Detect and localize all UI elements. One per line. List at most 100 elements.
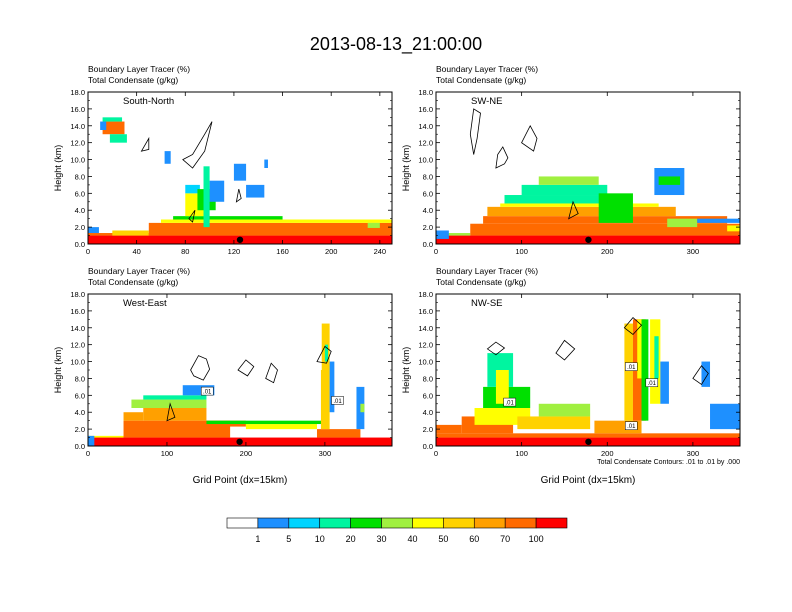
- x-tick-label: 300: [687, 247, 700, 256]
- x-tick-label: 200: [325, 247, 338, 256]
- tracer-cell: [474, 408, 531, 425]
- y-tick-label: 14.0: [418, 122, 433, 131]
- tracer-cell: [88, 435, 95, 446]
- y-tick-label: 0.0: [423, 442, 433, 451]
- tracer-cell: [500, 203, 659, 207]
- colorbar-swatch: [504, 517, 537, 529]
- colorbar-label: 60: [469, 534, 479, 544]
- tracer-cell: [360, 403, 365, 413]
- x-tick-label: 0: [86, 449, 90, 458]
- y-tick-label: 0.0: [423, 240, 433, 249]
- condensate-contour: [469, 108, 481, 155]
- tracer-cell: [667, 218, 698, 228]
- tracer-cell: [324, 344, 329, 362]
- contour-label-box: [624, 362, 638, 371]
- y-tick-label: 16.0: [418, 105, 433, 114]
- y-tick-label: 0.0: [75, 442, 85, 451]
- x-tick-label: 200: [240, 449, 253, 458]
- condensate-contour: [188, 209, 196, 223]
- condensate-contour: [555, 339, 576, 361]
- panel-header-line: Total Condensate (g/kg): [436, 75, 526, 85]
- contour-label-box: [503, 397, 516, 407]
- y-tick-label: 4.0: [75, 206, 85, 215]
- tracer-cell: [102, 121, 125, 135]
- y-tick-label: 14.0: [418, 324, 433, 333]
- x-tick-label: 240: [374, 247, 387, 256]
- colorbar-swatch: [412, 517, 444, 529]
- panel-header-line: Boundary Layer Tracer (%): [88, 266, 190, 276]
- panel-header-line: Boundary Layer Tracer (%): [88, 64, 190, 74]
- condensate-contour: [486, 341, 506, 356]
- colorbar-swatch: [381, 517, 413, 529]
- colorbar-label: 30: [377, 534, 387, 544]
- plot-area: [88, 117, 392, 244]
- tracer-cell: [637, 319, 645, 379]
- colorbar-label: 40: [407, 534, 417, 544]
- tracer-cell: [316, 429, 361, 438]
- y-axis-label: Height (km): [401, 145, 411, 192]
- contour-label-box: [645, 378, 659, 387]
- tracer-cell: [203, 166, 210, 228]
- y-tick-label: 6.0: [75, 391, 85, 400]
- colorbar-swatch: [319, 517, 351, 529]
- contour-label: .01: [333, 399, 342, 405]
- y-tick-label: 12.0: [418, 341, 433, 350]
- colorbar-swatch: [443, 517, 475, 529]
- tracer-cell: [182, 385, 215, 396]
- tracer-cell: [495, 370, 509, 404]
- y-tick-label: 12.0: [418, 139, 433, 148]
- tracer-cell: [598, 193, 633, 223]
- condensate-contour: [182, 121, 213, 169]
- tracer-cell: [102, 117, 123, 122]
- tracer-cell: [246, 184, 265, 198]
- tracer-cell: [209, 180, 225, 202]
- tracer-cell: [123, 420, 231, 438]
- y-tick-label: 8.0: [75, 374, 85, 383]
- tracer-cell: [504, 195, 625, 204]
- tracer-cell: [624, 323, 633, 421]
- tracer-cell: [727, 225, 740, 232]
- colorbar-swatch: [473, 517, 506, 529]
- x-tick-label: 0: [434, 449, 438, 458]
- tracer-cell: [148, 222, 392, 236]
- colorbar-label: 50: [438, 534, 448, 544]
- contour-label-box: [331, 396, 344, 405]
- panel-label: SW-NE: [471, 96, 503, 107]
- y-tick-label: 12.0: [70, 139, 85, 148]
- tracer-cell: [654, 336, 659, 379]
- location-marker: [585, 236, 592, 243]
- colorbar-swatch: [535, 517, 568, 529]
- tracer-cell: [521, 184, 608, 196]
- figure-title: 2013-08-13_21:00:00: [310, 34, 482, 55]
- colorbar-label: 10: [315, 534, 325, 544]
- plot-area: .01 .01 .01 .01: [436, 317, 740, 446]
- y-tick-label: 18.0: [418, 88, 433, 97]
- y-tick-label: 6.0: [423, 189, 433, 198]
- colorbar-swatch: [226, 517, 259, 529]
- y-tick-label: 6.0: [75, 189, 85, 198]
- condensate-contour: [140, 136, 150, 152]
- y-tick-label: 18.0: [418, 290, 433, 299]
- tracer-cell: [697, 218, 740, 223]
- panel-label: West-East: [123, 298, 167, 309]
- condensate-contour: [190, 355, 211, 381]
- y-tick-label: 8.0: [423, 374, 433, 383]
- contour-label: .01: [648, 381, 657, 387]
- x-tick-label: 100: [515, 449, 528, 458]
- condensate-contour: [235, 189, 242, 203]
- y-tick-label: 2.0: [75, 425, 85, 434]
- condensate-contour: [237, 359, 255, 377]
- condensate-contour: [568, 200, 579, 220]
- panel-header-line: Total Condensate (g/kg): [88, 277, 178, 287]
- y-tick-label: 0.0: [75, 240, 85, 249]
- colorbar-swatch: [257, 517, 290, 529]
- tracer-cell: [660, 361, 669, 404]
- tracer-cell: [658, 176, 681, 185]
- condensate-contour: [521, 124, 538, 152]
- panel-sw-ne: 0.0 2.0 4.0 6.0 8.0 10.0 12.0 14.0 16.0 18.0 0 100 2…: [401, 64, 741, 256]
- y-tick-label: 10.0: [70, 156, 85, 165]
- y-tick-label: 10.0: [70, 358, 85, 367]
- y-axis-label: Height (km): [401, 347, 411, 394]
- tracer-cell: [109, 134, 127, 143]
